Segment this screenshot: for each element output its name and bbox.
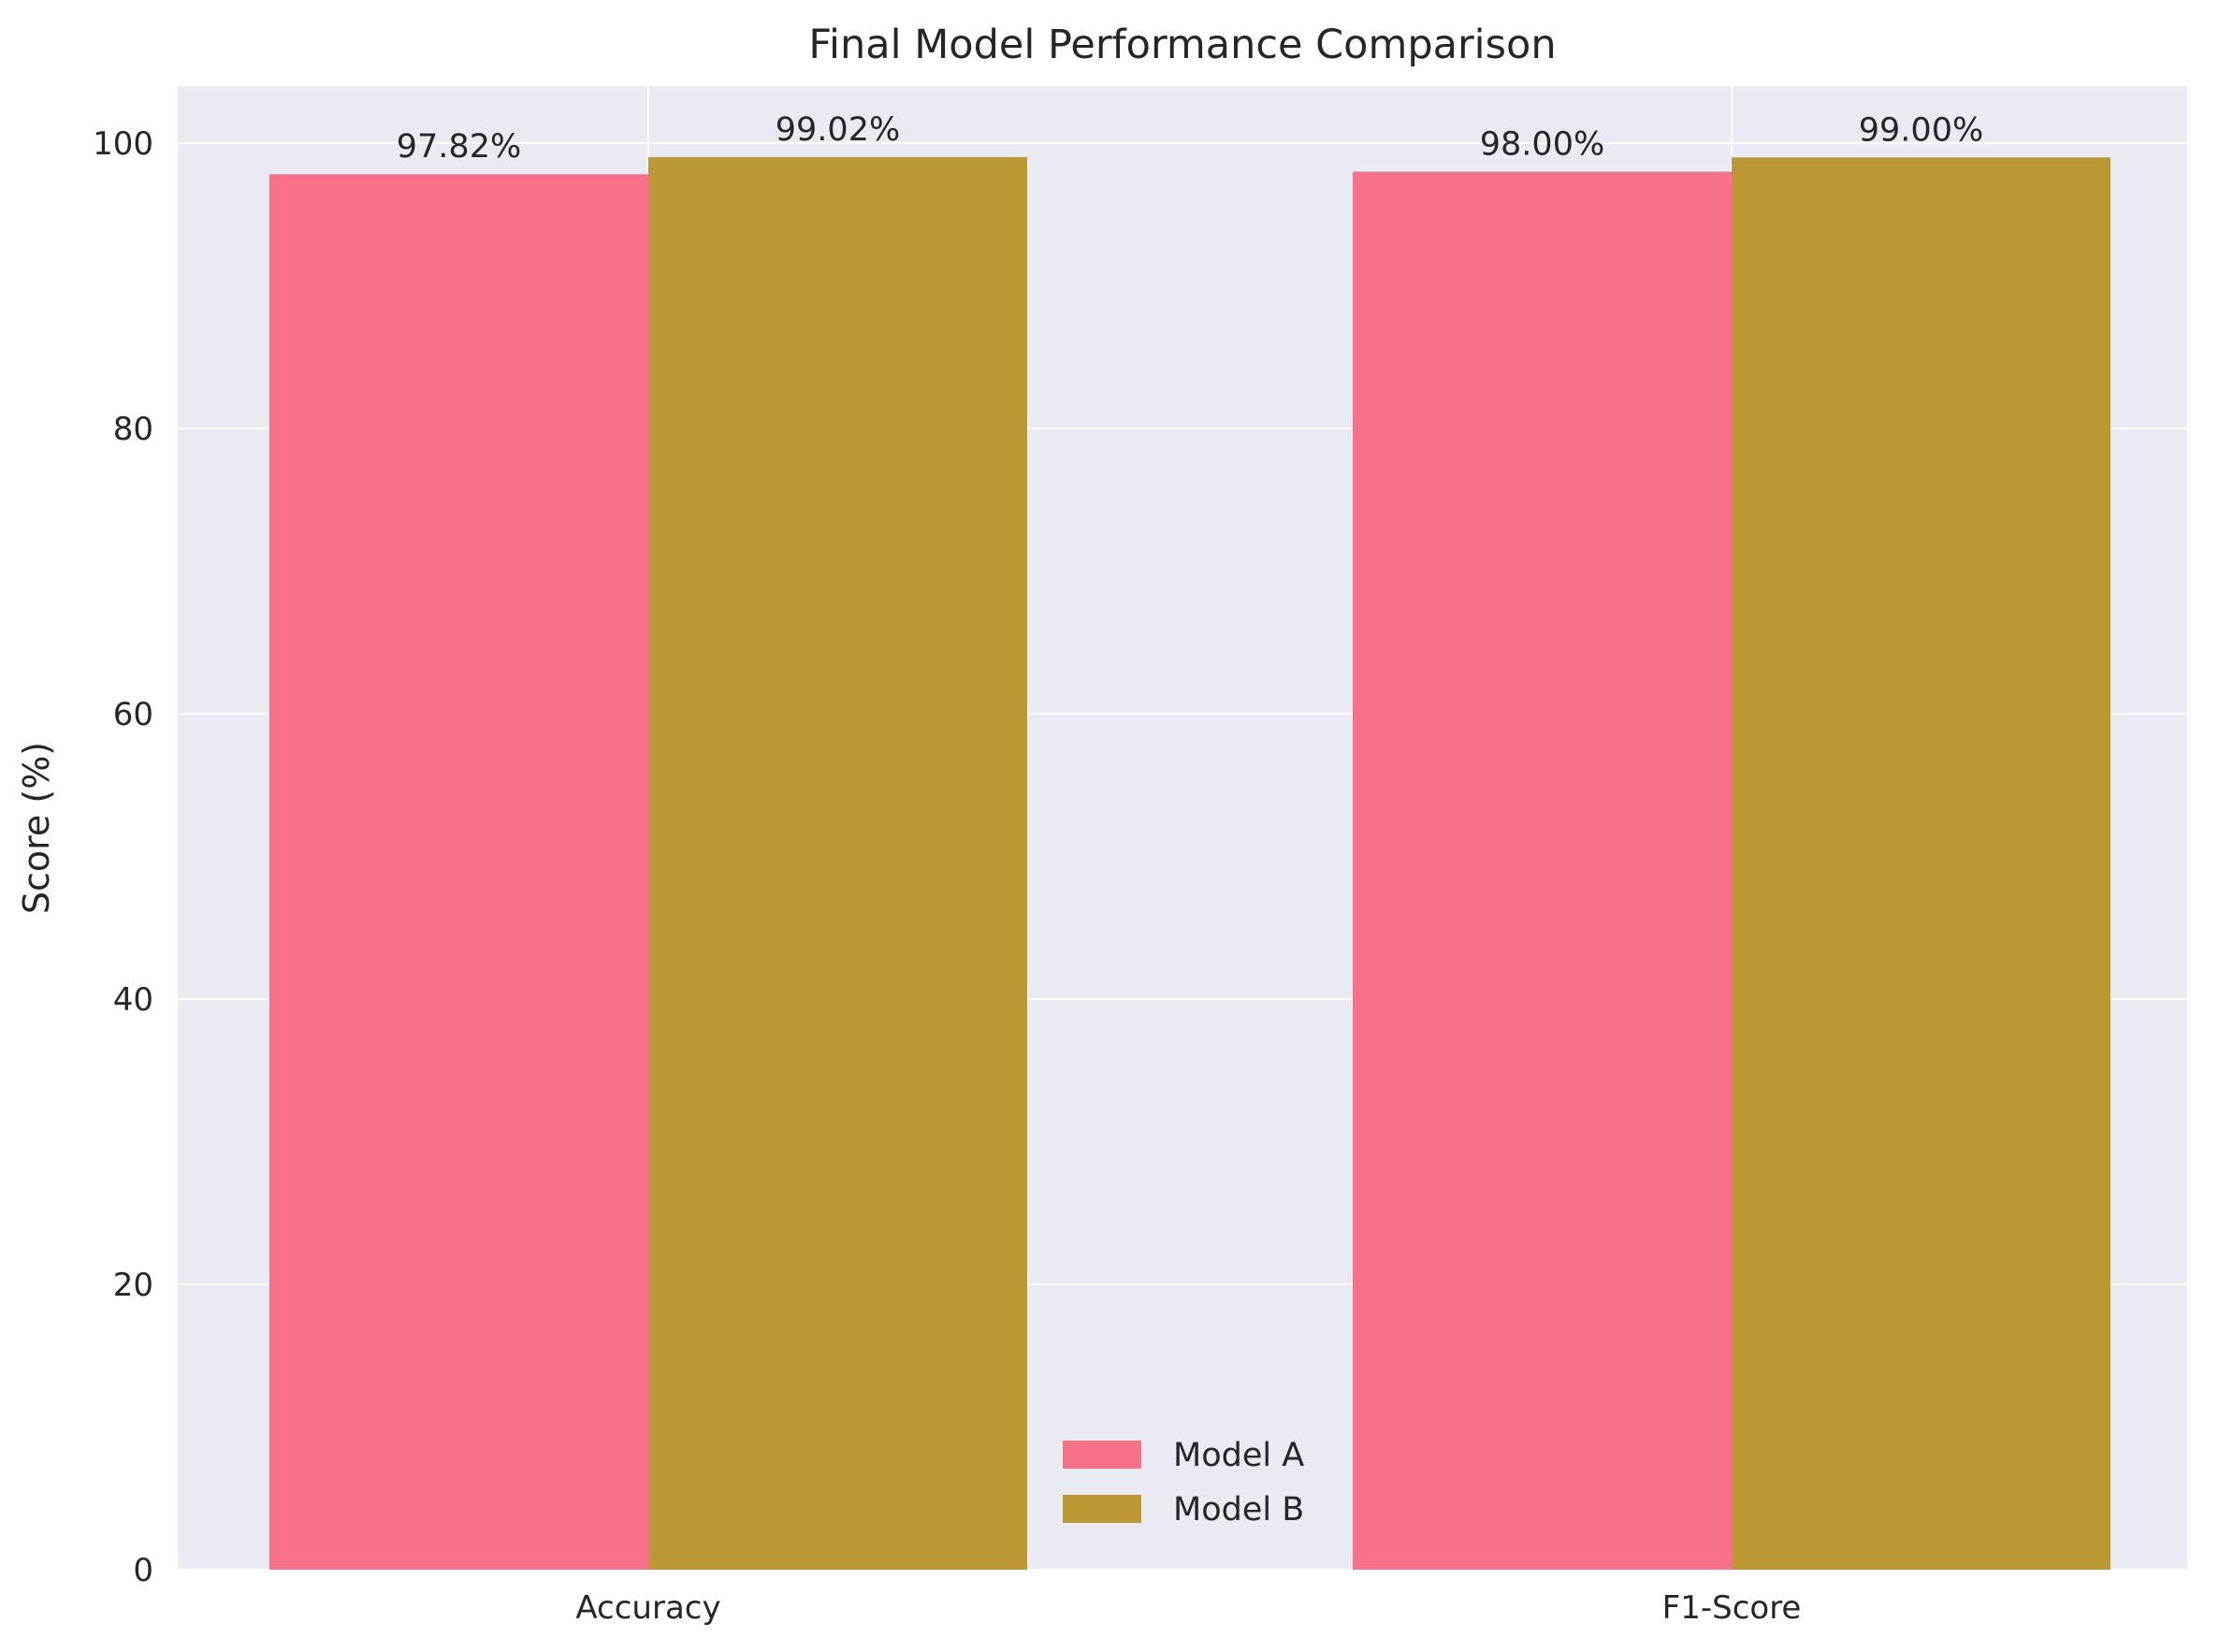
legend-label: Model B (1173, 1491, 1304, 1529)
data-label: 98.00% (1480, 126, 1604, 164)
legend-label: Model A (1173, 1437, 1304, 1474)
data-label: 99.02% (776, 111, 900, 149)
data-label: 99.00% (1859, 111, 1983, 149)
data-label: 97.82% (397, 128, 521, 166)
bars (269, 156, 2110, 1570)
y-tick-label: 40 (113, 981, 153, 1019)
x-tick-label: F1-Score (1662, 1589, 1802, 1627)
bar-model-a-f1-score (1353, 171, 1732, 1570)
x-tick-label: Accuracy (575, 1589, 720, 1627)
y-tick-label: 60 (113, 696, 153, 733)
bar-model-b-accuracy (648, 156, 1027, 1570)
legend: Model A Model B (1040, 1418, 1330, 1545)
legend-swatch (1063, 1441, 1141, 1469)
x-axis-ticks: Accuracy F1-Score (575, 1589, 1801, 1627)
y-axis-title: Score (%) (16, 742, 57, 914)
legend-swatch (1063, 1495, 1141, 1523)
y-tick-label: 100 (93, 125, 153, 163)
bar-model-b-f1-score (1732, 157, 2110, 1570)
y-axis-ticks: 0 20 40 60 80 100 (93, 125, 153, 1589)
data-labels: 97.82% 99.02% 98.00% 99.00% (397, 111, 1983, 166)
y-tick-label: 80 (113, 411, 153, 448)
y-tick-label: 20 (113, 1267, 153, 1304)
y-tick-label: 0 (133, 1552, 153, 1589)
bar-model-a-accuracy (269, 174, 648, 1570)
chart-title: Final Model Performance Comparison (808, 22, 1556, 68)
